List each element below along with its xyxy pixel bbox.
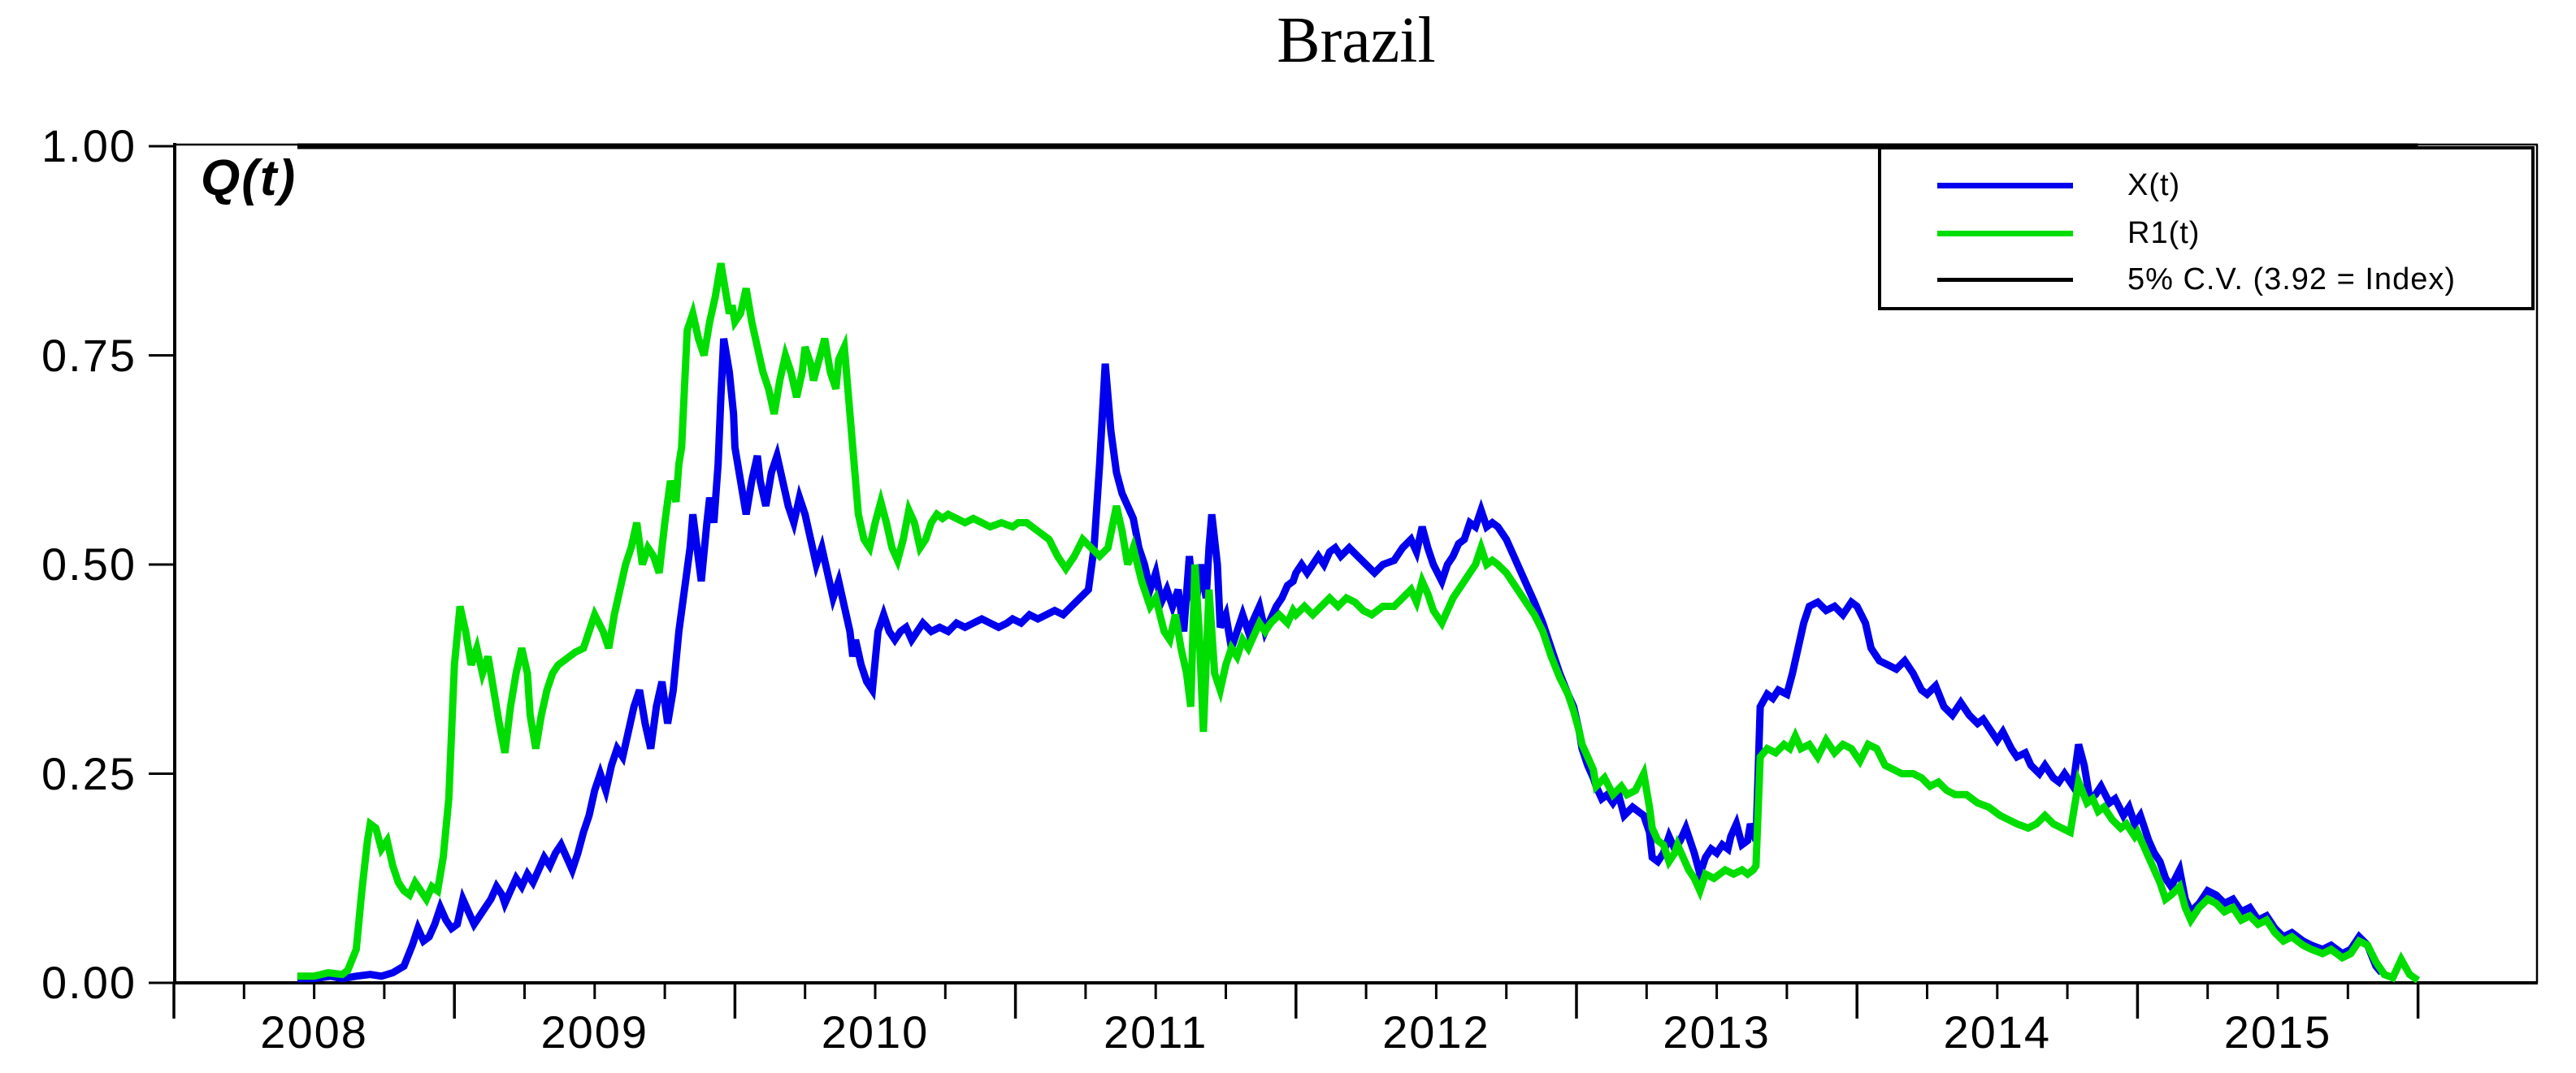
y-tick-label: 0.75 (41, 329, 137, 381)
x-tick-label: 2011 (1103, 1006, 1208, 1058)
y-tick-label: 0.00 (41, 957, 137, 1008)
chart-title: Brazil (1277, 5, 1436, 76)
legend-label-cv: 5% C.V. (3.92 = Index) (2127, 262, 2456, 296)
y-axis-unit-label: Q(t) (201, 150, 297, 206)
legend-box: X(t) R1(t) 5% C.V. (3.92 = Index) (1878, 146, 2535, 310)
y-tick-label: 1.00 (41, 120, 137, 171)
y-tick-label: 0.50 (41, 539, 137, 590)
x-tick-label: 2014 (1943, 1006, 2052, 1058)
x-tick-label: 2012 (1382, 1006, 1490, 1058)
x-tick-label: 2009 (540, 1006, 649, 1058)
x-tick-label: 2015 (2223, 1006, 2332, 1058)
series-line-r1-t- (297, 262, 2421, 984)
legend-swatch-r1t-line (1937, 231, 2073, 236)
legend-entry-xt: X(t) (1881, 169, 2531, 201)
series-line-x-t- (297, 338, 2385, 983)
y-tick-label: 0.25 (41, 747, 137, 799)
x-tick-label: 2013 (1663, 1006, 1771, 1058)
legend-swatch-xt-line (1937, 183, 2073, 188)
legend-label-r1t: R1(t) (2127, 216, 2201, 250)
legend-swatch-cv-line (1937, 278, 2073, 282)
x-tick-label: 2010 (821, 1006, 930, 1058)
legend-entry-r1t: R1(t) (1881, 217, 2531, 249)
x-tick-label: 2008 (260, 1006, 368, 1058)
legend-entry-cv: 5% C.V. (3.92 = Index) (1881, 263, 2531, 296)
legend-label-xt: X(t) (2127, 168, 2181, 202)
